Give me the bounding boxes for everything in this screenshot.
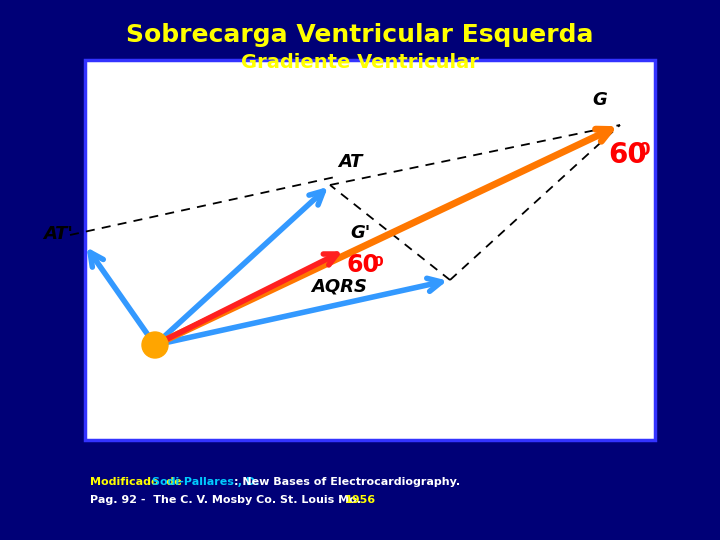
FancyBboxPatch shape (85, 60, 655, 440)
Text: Sobrecarga Ventricular Esquerda: Sobrecarga Ventricular Esquerda (126, 23, 594, 47)
Text: 0: 0 (373, 255, 382, 269)
Text: 0: 0 (638, 141, 649, 159)
Text: 1956: 1956 (345, 495, 376, 505)
Text: : New Bases of Electrocardiography.: : New Bases of Electrocardiography. (234, 477, 460, 487)
Text: Gradiente Ventricular: Gradiente Ventricular (241, 52, 479, 71)
Text: AT': AT' (43, 225, 73, 243)
Text: G': G' (350, 224, 370, 242)
Text: AQRS: AQRS (312, 278, 368, 296)
Text: Sodi-Pallares , D.: Sodi-Pallares , D. (152, 477, 259, 487)
Text: AT: AT (338, 153, 362, 171)
Text: Modificado  de: Modificado de (90, 477, 186, 487)
Circle shape (142, 332, 168, 358)
Text: 60: 60 (347, 253, 380, 277)
Text: G: G (592, 91, 607, 109)
Text: 60: 60 (608, 141, 647, 169)
Text: Pag. 92 -  The C. V. Mosby Co. St. Louis Mo.: Pag. 92 - The C. V. Mosby Co. St. Louis … (90, 495, 365, 505)
